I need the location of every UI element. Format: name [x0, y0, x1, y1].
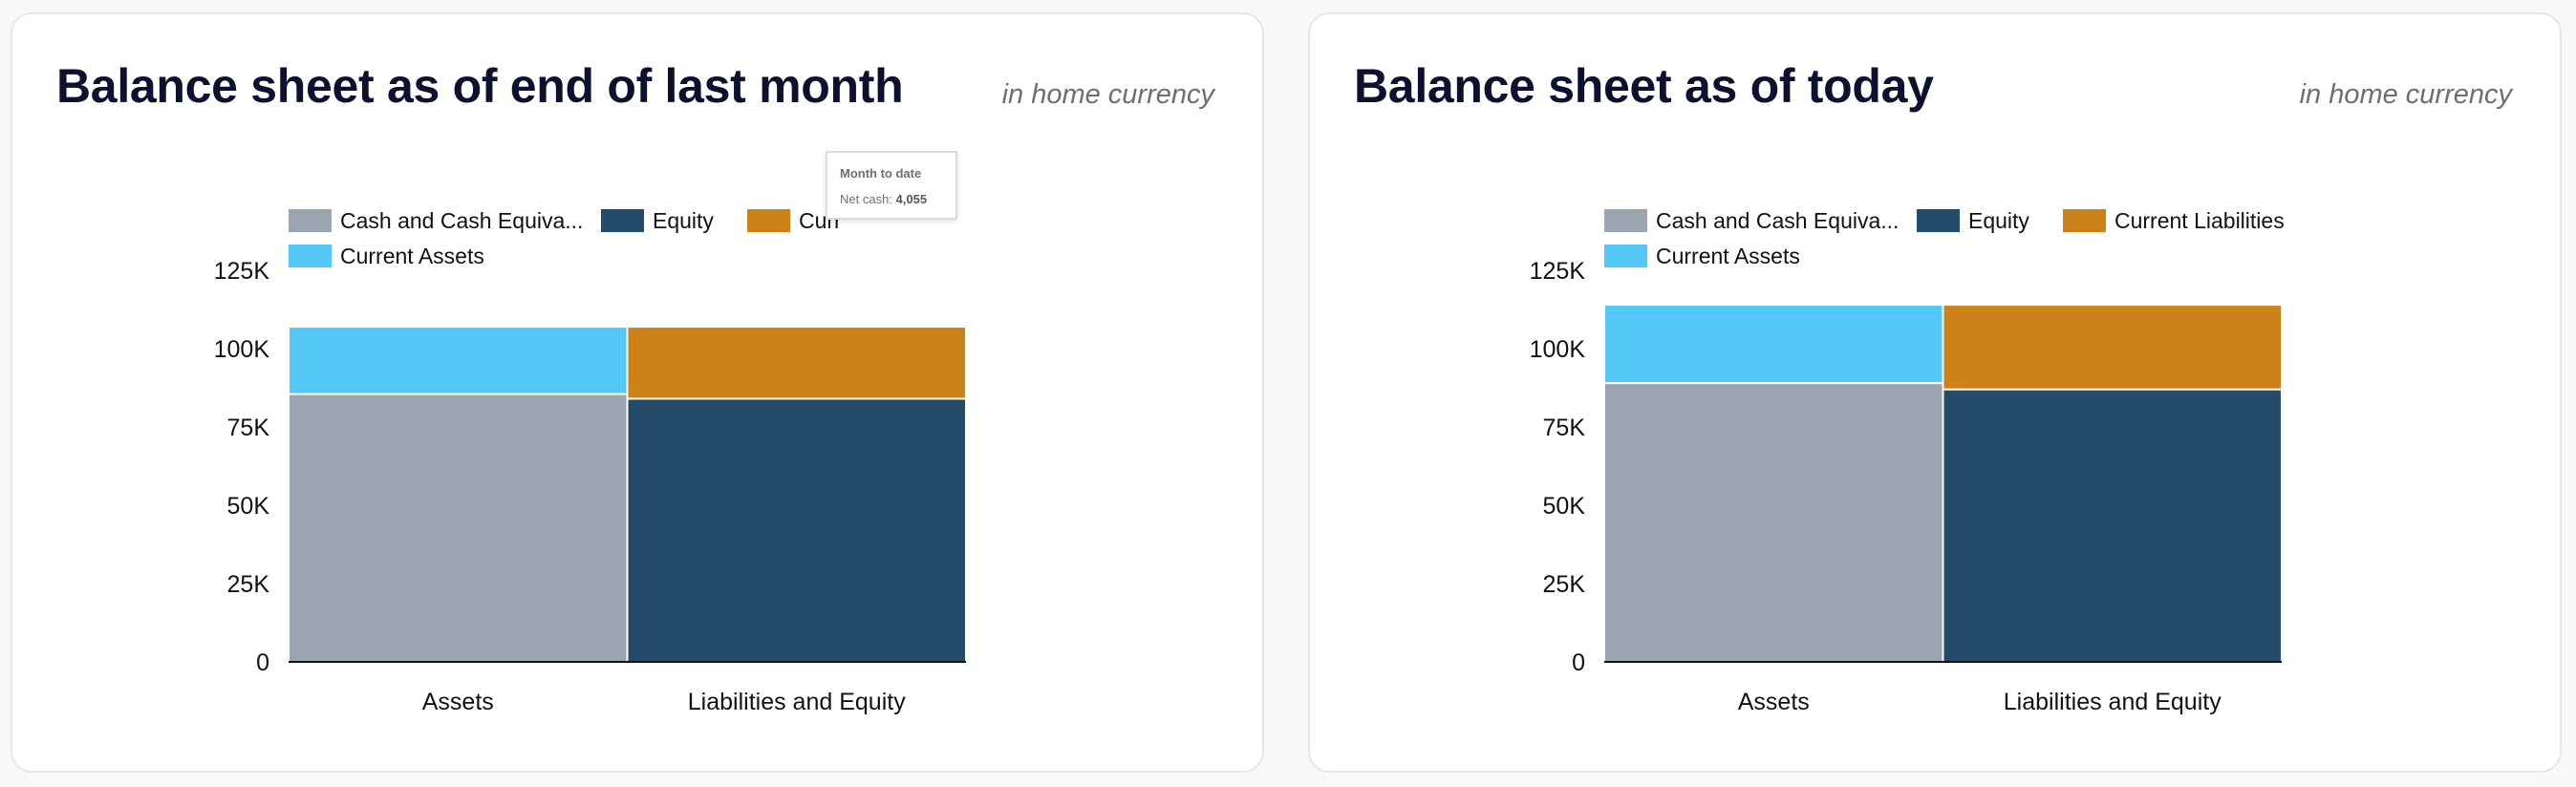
tooltip-label: Net cash: [840, 192, 896, 206]
tooltip-value: 4,055 [895, 192, 928, 206]
legend-swatch-equity [601, 209, 644, 232]
card-subtitle: in home currency [2299, 79, 2512, 110]
y-tick-label: 75K [227, 415, 270, 441]
tooltip-title: Month to date [840, 166, 922, 181]
legend-label-current-liabilities: Current Liabilities [2114, 208, 2285, 233]
y-tick-label: 50K [1543, 493, 1586, 520]
legend-label-current-assets: Current Assets [340, 244, 484, 268]
bar-segment-equity [1942, 388, 2283, 663]
y-tick-label: 25K [1543, 571, 1586, 598]
bar-segment-current-assets [288, 326, 629, 395]
x-tick-label: Liabilities and Equity [688, 689, 906, 715]
stacked-bar-chart: Cash and Cash Equiva... Equity CurrCurrent… [214, 208, 967, 715]
chart-legend: Cash and Cash Equiva... Equity CurrCurrent… [289, 208, 842, 268]
y-tick-label: 0 [1572, 649, 1585, 676]
legend-swatch-cash [289, 209, 332, 232]
tooltip-row: Net cash: 4,055 [840, 192, 955, 206]
legend-swatch-current-liabilities [747, 209, 790, 232]
legend-swatch-current-liabilities [2063, 209, 2106, 232]
y-tick-label: 50K [227, 493, 270, 520]
card-subtitle: in home currency [1001, 79, 1214, 110]
bar-segment-current-liabilities [626, 326, 967, 400]
legend-label-equity: Equity [1968, 208, 2029, 233]
x-tick-label: Assets [1738, 689, 1810, 715]
legend-swatch-current-assets [1604, 245, 1647, 267]
legend-swatch-equity [1917, 209, 1960, 232]
legend-label-cash: Cash and Cash Equiva... [340, 208, 583, 233]
y-tick-label: 100K [1530, 336, 1586, 363]
y-tick-label: 125K [214, 258, 270, 285]
chart-tooltip: Month to date Net cash: 4,055 [826, 151, 957, 220]
y-tick-label: 75K [1543, 415, 1586, 441]
bar-segment-current-assets [1603, 304, 1944, 385]
legend-swatch-cash [1604, 209, 1647, 232]
legend-swatch-current-assets [289, 245, 332, 267]
y-tick-label: 25K [227, 571, 270, 598]
x-tick-label: Liabilities and Equity [2004, 689, 2222, 715]
y-tick-label: 100K [214, 336, 270, 363]
chart-legend: Cash and Cash Equiva... Equity Current Lia… [1604, 208, 2285, 268]
x-tick-label: Assets [422, 689, 494, 715]
y-tick-label: 0 [256, 649, 269, 676]
bar-segment-cash [288, 393, 629, 663]
legend-label-current-assets: Current Assets [1656, 244, 1800, 268]
card-title: Balance sheet as of today [1354, 59, 1934, 113]
legend-label-equity: Equity [653, 208, 714, 233]
y-tick-label: 125K [1530, 258, 1586, 285]
stacked-bar-chart: Cash and Cash Equiva... Equity Current Lia… [1530, 208, 2285, 715]
card-title: Balance sheet as of end of last month [56, 59, 904, 113]
bar-segment-cash [1603, 382, 1944, 663]
legend-label-cash: Cash and Cash Equiva... [1656, 208, 1899, 233]
bar-segment-current-liabilities [1942, 304, 2283, 391]
balance-sheet-last-month-card: Balance sheet as of end of last month in… [11, 12, 1264, 773]
balance-sheet-today-card: Balance sheet as of today in home curren… [1308, 12, 2562, 773]
bar-segment-equity [626, 397, 967, 663]
